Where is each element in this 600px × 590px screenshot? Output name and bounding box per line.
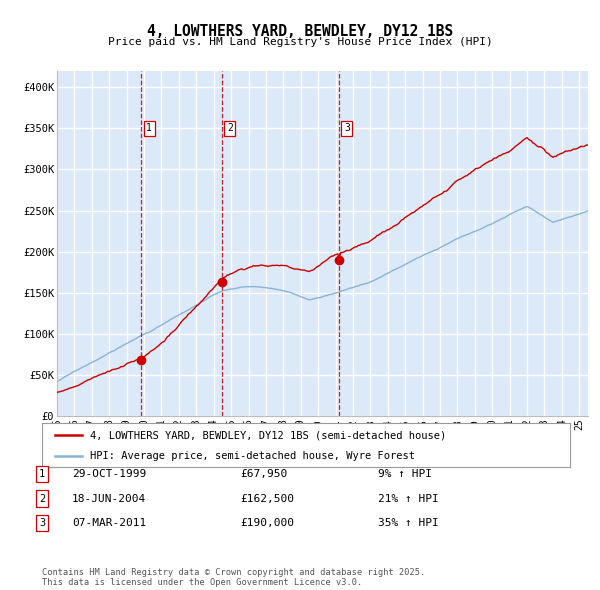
Text: 35% ↑ HPI: 35% ↑ HPI xyxy=(378,519,439,528)
Text: 29-OCT-1999: 29-OCT-1999 xyxy=(72,470,146,479)
Text: 1: 1 xyxy=(146,123,152,133)
Text: 3: 3 xyxy=(344,123,350,133)
Text: 4, LOWTHERS YARD, BEWDLEY, DY12 1BS (semi-detached house): 4, LOWTHERS YARD, BEWDLEY, DY12 1BS (sem… xyxy=(89,431,446,440)
Text: Price paid vs. HM Land Registry's House Price Index (HPI): Price paid vs. HM Land Registry's House … xyxy=(107,37,493,47)
Text: £190,000: £190,000 xyxy=(240,519,294,528)
Text: 2: 2 xyxy=(39,494,45,503)
Text: 07-MAR-2011: 07-MAR-2011 xyxy=(72,519,146,528)
Text: 1: 1 xyxy=(39,470,45,479)
Text: £162,500: £162,500 xyxy=(240,494,294,503)
Text: HPI: Average price, semi-detached house, Wyre Forest: HPI: Average price, semi-detached house,… xyxy=(89,451,415,461)
Text: 2: 2 xyxy=(227,123,233,133)
Text: 3: 3 xyxy=(39,519,45,528)
Text: 4, LOWTHERS YARD, BEWDLEY, DY12 1BS: 4, LOWTHERS YARD, BEWDLEY, DY12 1BS xyxy=(147,24,453,38)
Text: 9% ↑ HPI: 9% ↑ HPI xyxy=(378,470,432,479)
Text: £67,950: £67,950 xyxy=(240,470,287,479)
Text: 21% ↑ HPI: 21% ↑ HPI xyxy=(378,494,439,503)
Text: 18-JUN-2004: 18-JUN-2004 xyxy=(72,494,146,503)
Text: Contains HM Land Registry data © Crown copyright and database right 2025.
This d: Contains HM Land Registry data © Crown c… xyxy=(42,568,425,587)
